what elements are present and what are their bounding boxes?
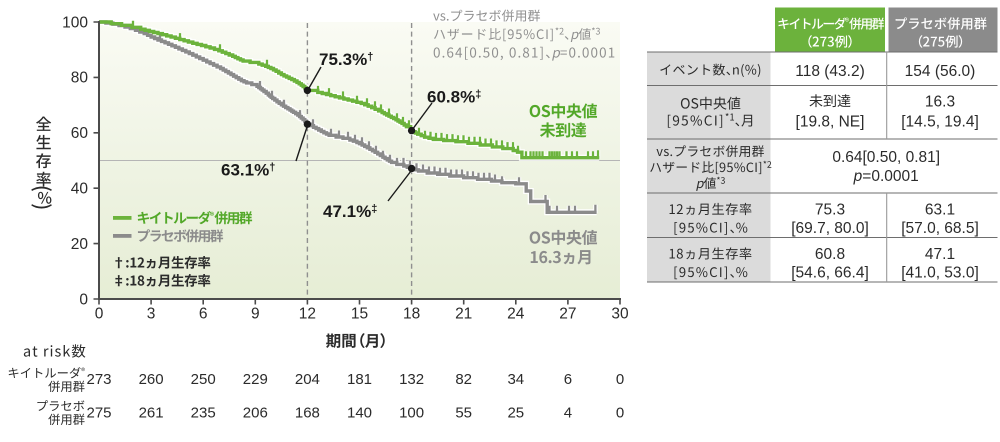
svg-text:12: 12	[299, 306, 316, 323]
svg-text:16.3: 16.3	[925, 94, 955, 111]
svg-text:0: 0	[616, 405, 624, 422]
svg-text:[14.5, 19.4]: [14.5, 19.4]	[901, 114, 979, 131]
svg-text:[54.6, 66.4]: [54.6, 66.4]	[791, 265, 869, 282]
svg-text:24: 24	[507, 306, 525, 323]
svg-text:0: 0	[79, 291, 88, 308]
svg-text:[41.0, 53.0]: [41.0, 53.0]	[901, 265, 979, 282]
svg-text:181: 181	[347, 371, 372, 388]
svg-text:63.1%†: 63.1%†	[221, 161, 275, 180]
svg-text:0: 0	[95, 306, 104, 323]
svg-text:100: 100	[62, 14, 88, 31]
svg-text:168: 168	[295, 405, 320, 422]
svg-text:118 (43.2): 118 (43.2)	[795, 63, 865, 80]
svg-text:[69.7, 80.0]: [69.7, 80.0]	[791, 220, 869, 237]
svg-text:55: 55	[455, 405, 472, 422]
svg-text:40: 40	[71, 181, 89, 198]
svg-text:30: 30	[611, 306, 629, 323]
svg-text:60.8%‡: 60.8%‡	[427, 88, 481, 107]
svg-text:80: 80	[71, 70, 89, 87]
svg-text:15: 15	[351, 306, 368, 323]
svg-text:63.1: 63.1	[925, 202, 955, 219]
svg-text:20: 20	[71, 236, 89, 253]
svg-text:100: 100	[399, 405, 424, 422]
svg-text:204: 204	[295, 371, 320, 388]
svg-text:60: 60	[71, 125, 89, 142]
svg-text:21: 21	[455, 306, 472, 323]
svg-text:18: 18	[403, 306, 420, 323]
svg-text:206: 206	[243, 405, 268, 422]
svg-text:[19.8, NE]: [19.8, NE]	[796, 114, 865, 131]
svg-text:140: 140	[347, 405, 372, 422]
svg-text:273: 273	[86, 371, 111, 388]
svg-text:235: 235	[191, 405, 216, 422]
svg-text:60.8: 60.8	[815, 246, 845, 263]
svg-text:0: 0	[616, 371, 624, 388]
svg-text:132: 132	[399, 371, 424, 388]
svg-text:47.1%‡: 47.1%‡	[323, 202, 377, 221]
svg-text:154 (56.0): 154 (56.0)	[905, 63, 976, 80]
svg-text:p=0.0001: p=0.0001	[853, 168, 919, 185]
svg-text:261: 261	[139, 405, 164, 422]
svg-text:3: 3	[147, 306, 156, 323]
svg-text:250: 250	[191, 371, 216, 388]
svg-text:27: 27	[559, 306, 576, 323]
svg-text:75.3: 75.3	[815, 202, 845, 219]
svg-text:47.1: 47.1	[925, 246, 955, 263]
svg-text:4: 4	[564, 405, 572, 422]
svg-text:229: 229	[243, 371, 268, 388]
svg-text:25: 25	[507, 405, 524, 422]
svg-text:9: 9	[251, 306, 260, 323]
svg-text:6: 6	[199, 306, 208, 323]
svg-text:34: 34	[507, 371, 524, 388]
svg-text:75.3%†: 75.3%†	[319, 50, 373, 69]
svg-text:[57.0, 68.5]: [57.0, 68.5]	[901, 220, 979, 237]
svg-text:82: 82	[455, 371, 472, 388]
svg-text:0.64[0.50, 0.81]: 0.64[0.50, 0.81]	[832, 149, 940, 166]
svg-text:6: 6	[564, 371, 572, 388]
svg-text:275: 275	[86, 405, 111, 422]
svg-text:260: 260	[139, 371, 164, 388]
